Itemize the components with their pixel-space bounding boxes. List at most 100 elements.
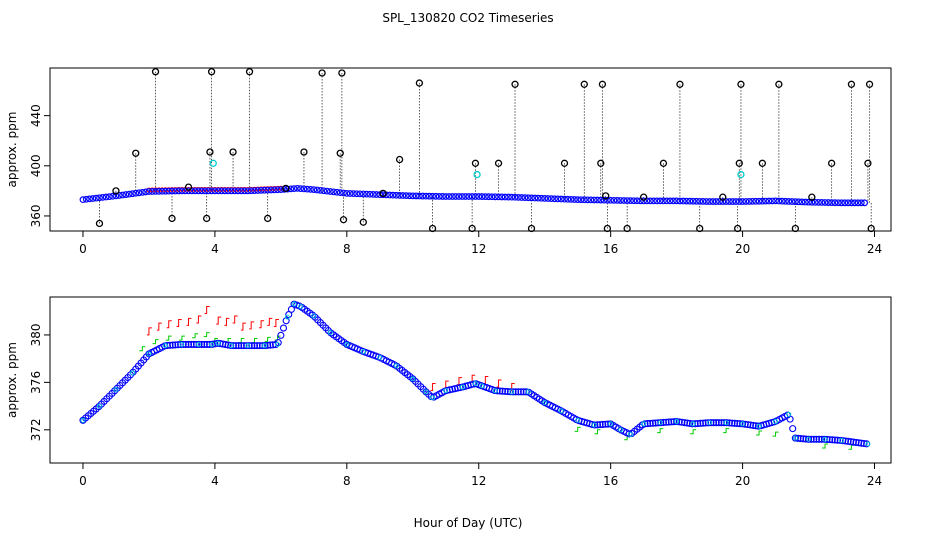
bottom-series-point	[741, 420, 749, 428]
bottom-series-point	[791, 434, 799, 442]
top-series-point	[435, 192, 443, 200]
outlier-point	[229, 148, 237, 156]
top-series-point	[102, 193, 110, 201]
top-series-point	[498, 193, 506, 201]
bottom-anchor-point	[657, 420, 663, 426]
top-series-point	[346, 190, 354, 197]
green-step-mark	[848, 444, 855, 450]
top-series-point	[653, 197, 661, 205]
top-series-point	[307, 185, 314, 193]
top-series-point	[178, 187, 186, 195]
bottom-anchor-point	[291, 301, 297, 307]
outlier-point	[95, 219, 104, 228]
outlier-point	[359, 218, 367, 226]
bottom-anchor-point	[327, 330, 333, 336]
top-series-point	[570, 196, 578, 203]
bottom-series-point	[728, 419, 736, 427]
bottom-anchor-point	[525, 389, 531, 395]
outlier-point	[527, 224, 536, 233]
top-series-point	[739, 198, 746, 205]
top-series-point	[590, 196, 598, 204]
top-series-point	[488, 193, 496, 201]
outlier-point	[696, 224, 704, 233]
top-series-point	[768, 197, 776, 205]
bottom-anchor-point	[786, 411, 792, 417]
bottom-anchor-point	[285, 314, 290, 320]
top-series-point	[841, 199, 849, 207]
top-series-point	[353, 190, 361, 198]
bottom-anchor-point	[113, 387, 119, 392]
top-series-point	[528, 194, 535, 202]
bottom-series-point	[198, 340, 206, 348]
green-step-mark	[178, 335, 185, 341]
bottom-series-point	[857, 439, 865, 447]
top-series-point	[105, 193, 113, 201]
outlier-point	[623, 224, 631, 233]
top-series-point	[280, 185, 288, 193]
top-series-point	[693, 197, 700, 205]
outlier-point	[808, 193, 816, 201]
top-series-point	[462, 193, 469, 200]
bottom-anchor-point	[472, 381, 478, 387]
bottom-x-tick-label: 4	[211, 474, 219, 488]
outlier-point	[847, 80, 856, 88]
top-series-point	[373, 191, 380, 198]
bottom-series-point	[691, 420, 699, 428]
top-series-point	[534, 194, 542, 202]
bottom-x-tick-label: 24	[867, 474, 882, 488]
top-series-point	[211, 187, 219, 195]
top-series-point	[448, 193, 456, 200]
top-series-point	[689, 197, 697, 205]
top-series-point	[762, 197, 770, 205]
top-series-point	[419, 192, 427, 200]
top-series-point	[310, 186, 318, 194]
green-step-mark	[822, 443, 829, 449]
top-series-point	[696, 197, 704, 205]
top-series-point	[79, 196, 87, 204]
bottom-anchor-point	[130, 370, 135, 376]
top-series-point	[465, 193, 473, 200]
bottom-series-point	[794, 434, 802, 442]
top-y-axis-label: approx. ppm	[5, 112, 19, 188]
green-step-mark	[756, 430, 763, 436]
bottom-series-point	[187, 340, 195, 348]
bottom-series-point	[517, 388, 525, 396]
top-series-point	[805, 198, 812, 206]
outlier-point	[791, 224, 800, 233]
top-x-tick-label: 0	[79, 242, 87, 256]
bottom-series-point	[250, 342, 259, 350]
top-data-marks	[79, 68, 875, 233]
top-series-point	[396, 191, 403, 199]
outlier-point	[597, 159, 605, 167]
top-series-point	[772, 197, 779, 205]
outlier-point	[184, 183, 193, 191]
bottom-series-point	[804, 435, 813, 443]
green-step-mark	[192, 333, 199, 339]
bottom-y-tick-label: 372	[29, 418, 43, 441]
bottom-anchor-point	[245, 343, 251, 349]
top-series-point	[808, 198, 816, 206]
top-series-point	[785, 198, 793, 205]
top-series-point	[125, 190, 133, 198]
top-series-point	[824, 199, 832, 206]
outlier-point	[758, 159, 767, 167]
top-series-point	[561, 195, 568, 203]
top-series-point	[666, 197, 674, 205]
top-axes: 0 4 8 12 16 20 24 360 400 440	[29, 104, 882, 256]
top-series-point	[514, 193, 522, 201]
bottom-anchor-point	[146, 351, 152, 357]
bottom-series-point	[855, 439, 863, 447]
bottom-x-tick-label: 16	[603, 474, 618, 488]
outlier-point	[468, 224, 476, 233]
red-step-mark	[166, 320, 172, 329]
top-series-point	[112, 192, 120, 200]
top-series-point	[132, 189, 140, 197]
top-series-point	[198, 187, 206, 195]
top-series-point	[442, 193, 450, 200]
top-y-tick-label: 360	[29, 205, 43, 228]
outlier-point	[602, 192, 610, 200]
top-series-point	[412, 192, 420, 200]
top-series-point	[392, 191, 400, 199]
red-step-mark	[430, 383, 436, 392]
top-series-point	[811, 198, 819, 206]
